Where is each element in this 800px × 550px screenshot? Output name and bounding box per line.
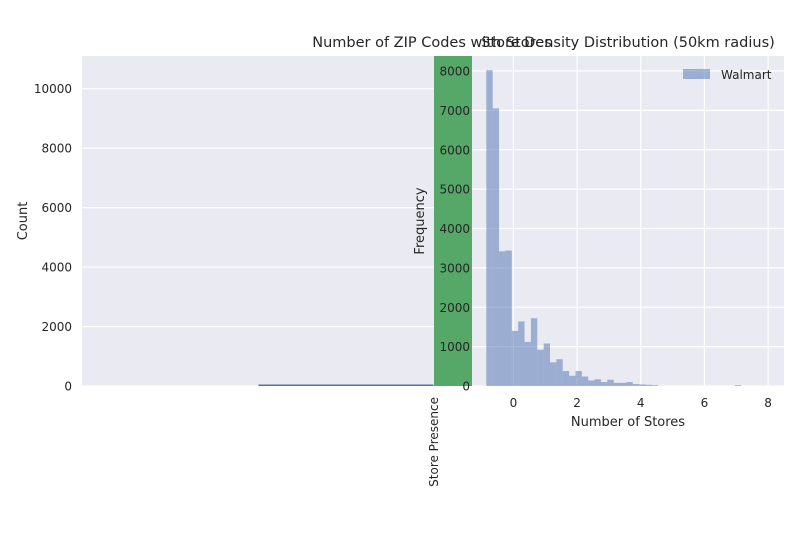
- histogram-bar: [632, 384, 640, 386]
- histogram-bar: [581, 376, 589, 386]
- left-y-axis-label: Count: [16, 202, 31, 241]
- histogram-bar: [492, 108, 500, 386]
- histogram-bar: [550, 362, 557, 386]
- right-y-tick-label: 4000: [439, 222, 470, 236]
- left-y-tick-label: 0: [64, 380, 72, 394]
- right-y-tick-label: 7000: [439, 104, 470, 118]
- histogram-bar: [588, 380, 595, 386]
- left-y-tick-label: 8000: [41, 142, 72, 156]
- left-y-tick-label: 6000: [41, 201, 72, 215]
- histogram-bar: [607, 379, 614, 386]
- left-grid: [82, 88, 472, 387]
- right-x-tick-label: 4: [637, 396, 645, 410]
- histogram-bar: [734, 385, 742, 386]
- legend: Walmart: [683, 68, 772, 82]
- left-y-tick-label: 4000: [41, 261, 72, 275]
- histogram-bar: [562, 371, 570, 386]
- left-y-tick-label: 10000: [34, 82, 72, 96]
- left-x-tick-labels: Store Presence: [427, 397, 441, 487]
- legend-swatch-walmart: [683, 69, 710, 79]
- histogram-bar: [518, 321, 525, 386]
- histogram-bar: [620, 382, 627, 386]
- right-y-axis-label: Frequency: [413, 187, 428, 254]
- right-y-tick-label: 2000: [439, 301, 470, 315]
- histogram-bar: [613, 382, 621, 386]
- histogram-bar: [556, 359, 563, 386]
- left-bars: [258, 56, 472, 386]
- histogram-bar: [537, 349, 544, 386]
- left-x-tick-label: Store Presence: [427, 397, 441, 487]
- histogram-bar: [651, 385, 659, 386]
- right-y-tick-label: 5000: [439, 183, 470, 197]
- right-x-tick-label: 8: [764, 396, 772, 410]
- histogram-bar: [511, 330, 519, 386]
- histogram-bar: [600, 382, 608, 386]
- legend-label-walmart: Walmart: [721, 68, 772, 82]
- right-x-tick-label: 0: [510, 396, 518, 410]
- histogram-bar: [486, 70, 493, 387]
- histogram-bar: [594, 379, 601, 386]
- left-bar: [434, 56, 472, 386]
- left-y-tick-labels: 0 2000 4000 6000 8000 10000: [34, 82, 72, 393]
- right-y-tick-label: 1000: [439, 340, 470, 354]
- left-plot-background: [82, 56, 472, 386]
- right-chart-title: Store Density Distribution (50km radius): [481, 35, 775, 51]
- right-x-tick-label: 2: [573, 396, 581, 410]
- right-y-tick-label: 6000: [439, 143, 470, 157]
- histogram-bar: [569, 375, 576, 386]
- histogram-bar: [530, 318, 538, 386]
- histogram-bar: [524, 341, 531, 386]
- right-y-tick-labels: 0 1000 2000 3000 4000 5000 6000 7000 8000: [439, 65, 470, 394]
- left-chart-title: Number of ZIP Codes with Stores: [312, 35, 552, 51]
- right-y-tick-label: 8000: [439, 65, 470, 79]
- histogram-bar: [626, 382, 633, 386]
- right-y-tick-label: 0: [462, 380, 470, 394]
- histogram-bar: [639, 384, 646, 386]
- histogram-bar: [645, 384, 652, 386]
- right-x-axis-label: Number of Stores: [571, 415, 685, 430]
- right-y-tick-label: 3000: [439, 261, 470, 275]
- right-x-tick-labels: 0 2 4 6 8: [510, 396, 772, 410]
- left-bar: [258, 384, 434, 386]
- histogram-bar: [575, 371, 582, 386]
- left-y-tick-label: 2000: [41, 320, 72, 334]
- right-x-tick-label: 6: [701, 396, 709, 410]
- histogram-bar: [543, 343, 550, 386]
- histogram-bar: [499, 251, 506, 386]
- right-histogram-bars: [486, 70, 742, 387]
- histogram-bar: [505, 250, 512, 386]
